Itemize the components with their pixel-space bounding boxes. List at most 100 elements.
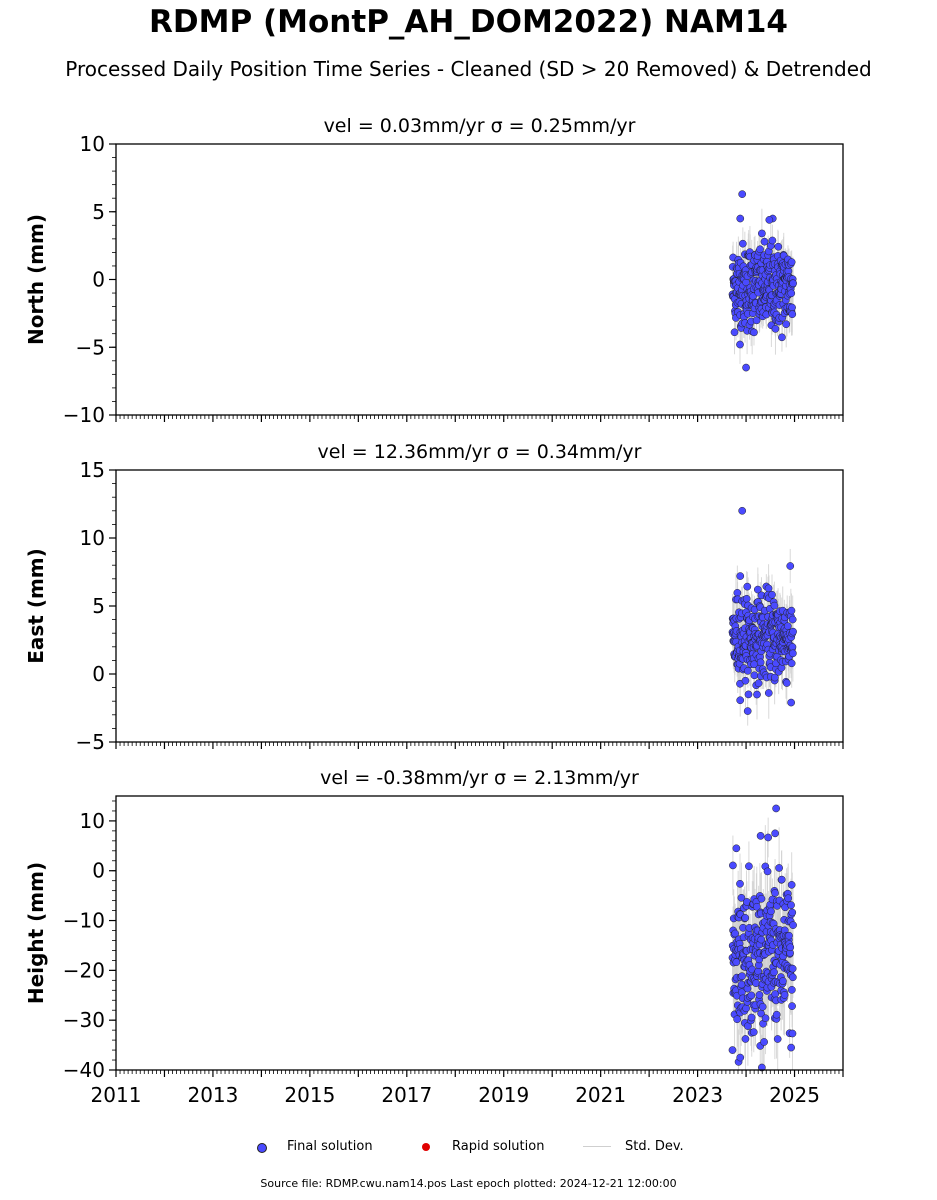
x-tick-label: 2011 bbox=[91, 1083, 142, 1107]
data-point bbox=[742, 363, 750, 372]
data-points bbox=[728, 506, 797, 715]
data-point bbox=[738, 190, 747, 198]
data-point bbox=[758, 229, 766, 238]
data-point bbox=[787, 289, 796, 298]
data-point bbox=[770, 968, 778, 977]
data-point bbox=[738, 972, 746, 981]
data-point bbox=[765, 216, 774, 224]
data-point bbox=[733, 588, 742, 597]
y-tick-label: −20 bbox=[63, 958, 105, 982]
y-axis-label: Height (mm) bbox=[24, 862, 48, 1004]
data-point bbox=[789, 627, 797, 636]
data-point bbox=[728, 1046, 737, 1054]
data-point bbox=[737, 893, 746, 902]
data-point bbox=[788, 985, 796, 994]
y-tick-label: 10 bbox=[80, 526, 105, 550]
data-point bbox=[760, 237, 769, 246]
data-point bbox=[779, 977, 787, 985]
y-tick-label: −5 bbox=[76, 335, 105, 359]
y-tick-label: 0 bbox=[92, 859, 105, 883]
data-point bbox=[767, 907, 775, 916]
source-footer: Source file: RDMP.cwu.nam14.pos Last epo… bbox=[260, 1177, 677, 1190]
legend-rapid-marker bbox=[422, 1143, 430, 1151]
y-tick-label: 5 bbox=[92, 200, 105, 224]
data-point bbox=[736, 340, 744, 349]
data-point bbox=[788, 310, 797, 319]
data-point bbox=[730, 328, 739, 337]
panel-3: vel = -0.38mm/yr σ = 2.13mm/yr Height (mm… bbox=[24, 767, 844, 1107]
data-point bbox=[771, 829, 779, 838]
data-point bbox=[736, 572, 745, 580]
data-point bbox=[753, 690, 761, 699]
data-point bbox=[783, 622, 792, 630]
data-point bbox=[770, 673, 779, 682]
data-point bbox=[778, 333, 786, 342]
data-point bbox=[777, 875, 786, 884]
y-tick-label: 0 bbox=[92, 268, 105, 292]
data-point bbox=[731, 929, 739, 938]
x-tick-label: 2017 bbox=[381, 1083, 432, 1107]
chart-subtitle: Processed Daily Position Time Series - C… bbox=[65, 57, 872, 81]
data-point bbox=[771, 324, 780, 333]
data-point bbox=[749, 1028, 758, 1036]
y-tick-label: 10 bbox=[80, 132, 105, 156]
y-tick-label: −10 bbox=[63, 403, 105, 427]
x-tick-label: 2013 bbox=[187, 1083, 238, 1107]
chart-title: RDMP (MontP_AH_DOM2022) NAM14 bbox=[149, 4, 788, 40]
data-point bbox=[786, 943, 795, 952]
data-point bbox=[782, 679, 791, 687]
x-tick-label: 2025 bbox=[769, 1083, 820, 1107]
data-point bbox=[747, 1013, 756, 1022]
x-tick-label: 2019 bbox=[478, 1083, 529, 1107]
data-point bbox=[787, 880, 796, 889]
x-tick-label: 2015 bbox=[284, 1083, 335, 1107]
data-point bbox=[788, 643, 797, 651]
legend-std-label: Std. Dev. bbox=[625, 1139, 684, 1154]
legend-final-label: Final solution bbox=[287, 1139, 373, 1154]
data-point bbox=[764, 584, 773, 593]
data-point bbox=[738, 506, 747, 515]
data-point bbox=[764, 689, 773, 697]
data-point bbox=[742, 1004, 750, 1013]
chart-legend: Final solution Rapid solution Std. Dev. bbox=[0, 1137, 937, 1157]
data-point bbox=[787, 606, 796, 615]
data-point bbox=[754, 679, 763, 688]
data-point bbox=[743, 582, 752, 591]
y-tick-label: 0 bbox=[92, 662, 105, 686]
data-point bbox=[788, 1002, 796, 1010]
data-point bbox=[775, 864, 783, 872]
data-point bbox=[736, 879, 744, 888]
data-point bbox=[788, 964, 797, 973]
data-point bbox=[787, 1043, 795, 1052]
data-point bbox=[744, 666, 752, 675]
data-point bbox=[770, 601, 779, 610]
data-point bbox=[784, 894, 793, 903]
data-point bbox=[732, 844, 741, 853]
data-point bbox=[773, 1035, 782, 1043]
data-point bbox=[745, 862, 753, 871]
data-point bbox=[741, 676, 750, 685]
panel-1: vel = 0.03mm/yr σ = 0.25mm/yr North (mm) −… bbox=[24, 115, 844, 427]
data-point bbox=[780, 991, 789, 999]
data-point bbox=[744, 690, 753, 699]
data-point bbox=[752, 902, 761, 911]
x-tick-label: 2021 bbox=[575, 1083, 626, 1107]
legend-final-marker bbox=[257, 1143, 267, 1153]
y-tick-label: 10 bbox=[80, 809, 105, 833]
y-tick-label: 15 bbox=[80, 458, 105, 482]
data-point bbox=[736, 214, 745, 223]
panel-2: vel = 12.36mm/yr σ = 0.34mm/yr East (mm) −… bbox=[24, 441, 844, 754]
data-point bbox=[788, 615, 797, 624]
data-point bbox=[741, 1035, 750, 1043]
data-point bbox=[736, 1053, 745, 1062]
data-point bbox=[756, 658, 765, 667]
panel-title: vel = 0.03mm/yr σ = 0.25mm/yr bbox=[324, 115, 636, 137]
data-point bbox=[750, 671, 759, 680]
data-point bbox=[768, 590, 776, 599]
data-point bbox=[736, 696, 745, 705]
y-tick-label: 5 bbox=[92, 594, 105, 618]
data-point bbox=[772, 1010, 781, 1019]
data-point bbox=[742, 594, 751, 603]
data-point bbox=[756, 245, 764, 254]
panel-title: vel = 12.36mm/yr σ = 0.34mm/yr bbox=[318, 441, 642, 463]
